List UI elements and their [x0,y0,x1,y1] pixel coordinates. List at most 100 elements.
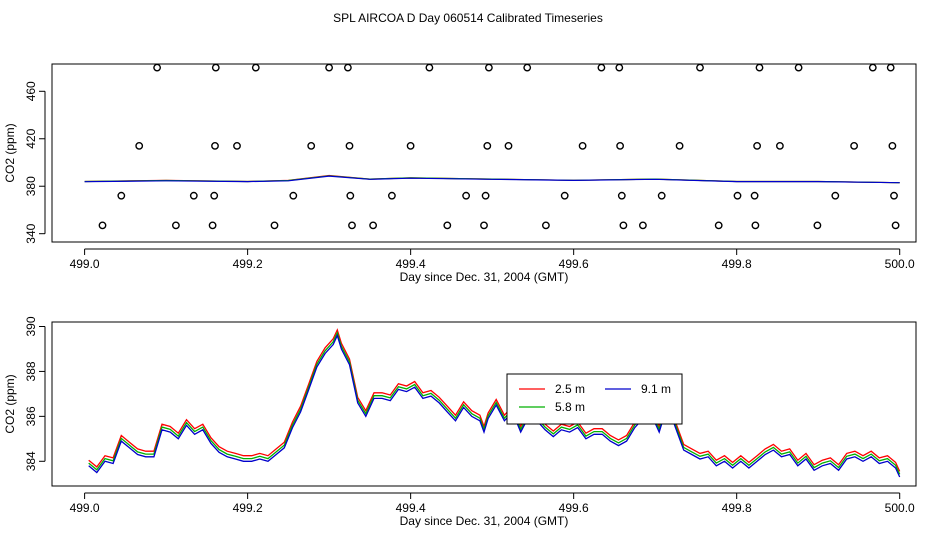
bottom-y-axis: 384 386 388 390 [24,316,46,471]
scatter-point [270,221,279,230]
scatter-point [289,191,298,200]
scatter-point [890,191,898,200]
top-x-axis-label: Day since Dec. 31, 2004 (GMT) [400,270,569,284]
scatter-point [542,221,550,230]
legend-label: 9.1 m [641,382,671,396]
scatter-point [210,191,219,200]
x-tick-label: 499.6 [559,257,589,271]
scatter-point [794,63,803,72]
top-scatter-points [98,63,900,230]
y-tick-label: 420 [24,128,38,148]
legend: 2.5 m 9.1 m 5.8 m [506,373,683,425]
y-tick-label: 340 [24,223,38,243]
scatter-point [886,63,895,72]
scatter-point [251,63,260,72]
y-tick-label: 390 [24,316,38,336]
bottom-x-axis: 499.0 499.2 499.4 499.6 499.8 500.0 [70,492,915,515]
x-tick-label: 499.4 [396,501,426,515]
scatter-point [868,63,877,72]
top-y-axis: 340 380 420 460 [24,81,46,244]
scatter-point [617,191,626,200]
scatter-point [348,221,356,230]
scatter-point [307,141,316,150]
top-plot-frame [51,63,917,243]
scatter-point [750,191,759,200]
series-line-5-8-m [88,330,901,475]
bottom-y-axis-label: CO2 (ppm) [3,374,17,433]
scatter-point [483,141,492,150]
scatter-point [578,141,587,150]
x-tick-label: 499.8 [722,501,752,515]
scatter-point [387,191,396,200]
y-tick-label: 386 [24,406,38,426]
scatter-point [233,141,241,150]
scatter-point [343,63,352,72]
scatter-point [751,221,760,230]
scatter-point [135,141,144,150]
scatter-point [480,221,488,230]
x-tick-label: 500.0 [885,257,915,271]
scatter-point [98,221,107,230]
scatter-point [714,221,723,230]
scatter-point [523,63,532,72]
legend-label: 5.8 m [555,400,585,414]
scatter-point [481,191,490,200]
y-tick-label: 388 [24,361,38,381]
series-line-9-1-m [84,175,900,184]
scatter-point [776,141,784,150]
x-tick-label: 500.0 [885,501,915,515]
scatter-point [657,191,666,200]
scatter-point [443,221,452,230]
scatter-point [211,141,219,150]
bottom-series-lines [88,328,901,478]
top-x-axis: 499.0 499.2 499.4 499.6 499.8 500.0 [70,248,915,271]
x-tick-label: 499.4 [396,257,426,271]
scatter-point [425,63,434,72]
scatter-point [208,221,217,230]
scatter-point [560,191,569,200]
scatter-point [369,221,377,230]
figure-title: SPL AIRCOA D Day 060514 Calibrated Times… [333,11,603,25]
scatter-point [504,141,513,150]
scatter-point [153,63,162,72]
scatter-point [406,141,415,150]
x-tick-label: 499.6 [559,501,589,515]
y-tick-label: 384 [24,451,38,471]
scatter-point [484,63,493,72]
scatter-point [813,221,822,230]
legend-box [506,373,683,425]
scatter-point [850,141,858,150]
legend-label: 2.5 m [555,382,585,396]
line-panel: 499.0 499.2 499.4 499.6 499.8 500.0 384 386 388… [3,316,917,528]
scatter-point [171,221,180,230]
top-y-axis-label: CO2 (ppm) [3,123,17,182]
scatter-panel: 499.0 499.2 499.4 499.6 499.8 500.0 340 380 420… [3,63,917,284]
scatter-point [211,63,220,72]
bottom-x-axis-label: Day since Dec. 31, 2004 (GMT) [400,514,569,528]
scatter-point [597,63,606,72]
scatter-point [888,141,897,150]
scatter-point [755,63,764,72]
scatter-point [639,221,647,230]
scatter-point [325,63,333,72]
x-tick-label: 499.8 [722,257,752,271]
x-tick-label: 499.2 [233,501,263,515]
scatter-point [619,221,628,230]
bottom-plot-frame [51,321,917,487]
scatter-point [346,191,355,200]
series-line-9-1-m [88,333,901,478]
scatter-point [696,63,704,72]
scatter-point [615,63,624,72]
scatter-point [345,141,354,150]
x-tick-label: 499.0 [70,257,100,271]
scatter-point [891,221,900,230]
x-tick-label: 499.2 [233,257,263,271]
y-tick-label: 460 [24,81,38,101]
scatter-point [462,191,470,200]
scatter-point [733,191,742,200]
top-series-lines [84,174,900,184]
y-tick-label: 380 [24,176,38,196]
series-line-2-5-m [88,328,901,472]
scatter-point [117,191,126,200]
